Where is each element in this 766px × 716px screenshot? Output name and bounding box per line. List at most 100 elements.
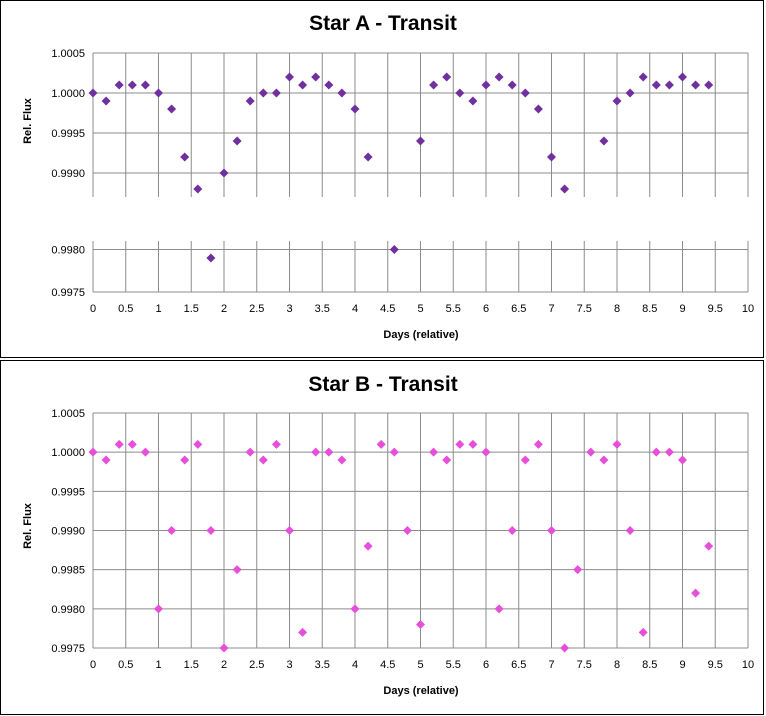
data-point	[612, 439, 622, 449]
x-tick-label: 2.5	[249, 659, 264, 671]
x-tick-label: 5.5	[446, 303, 461, 315]
y-tick-label: 1.0005	[51, 408, 85, 420]
data-point	[586, 447, 596, 457]
x-tick-label: 7	[548, 303, 554, 315]
x-tick-label: 9.5	[708, 303, 723, 315]
x-tick-label: 10	[742, 659, 754, 671]
data-point	[180, 152, 190, 162]
x-tick-label: 0.5	[118, 659, 133, 671]
data-point	[704, 541, 714, 551]
data-point	[298, 627, 308, 637]
data-point	[481, 447, 491, 457]
chart-panel-star-b: Star B - Transit 1.0005 1.0000 0.9995 0.9990…	[0, 360, 764, 715]
x-tick-label: 9	[679, 659, 685, 671]
data-point	[429, 447, 439, 457]
x-tick-label: 7.5	[577, 303, 592, 315]
x-tick-label: 5	[417, 303, 423, 315]
data-point	[193, 439, 203, 449]
data-point	[350, 604, 360, 614]
y-tick-label: 0.9975	[51, 287, 85, 299]
data-point	[599, 136, 609, 146]
data-point	[154, 88, 163, 98]
data-point	[442, 455, 452, 465]
data-point	[494, 72, 504, 82]
data-point	[664, 80, 674, 90]
x-tick-label: 6	[483, 659, 489, 671]
data-point	[285, 526, 294, 535]
data-point	[481, 80, 491, 90]
data-point	[193, 184, 203, 194]
data-point	[547, 152, 556, 162]
data-point	[219, 643, 229, 653]
data-point	[337, 455, 347, 465]
chart-star-a: Star A - Transit 1.0005 1.0000 0.9995 0.9990…	[22, 12, 754, 341]
y-tick-label: 0.9975	[51, 643, 85, 655]
data-point	[363, 541, 373, 551]
x-tick-label: 9.5	[708, 659, 723, 671]
x-tick-label: 2	[221, 659, 227, 671]
y-tick-label: 1.0000	[51, 88, 85, 100]
x-tick-label: 1.5	[184, 659, 199, 671]
x-tick-label: 8.5	[642, 659, 657, 671]
y-tick-label: 0.9990	[51, 526, 85, 538]
data-point	[206, 526, 216, 535]
data-point	[245, 96, 255, 106]
data-point	[258, 455, 268, 465]
data-point	[127, 80, 137, 90]
data-point	[363, 152, 373, 162]
y-tick-label: 0.9985	[51, 565, 85, 577]
y-tick-label: 0.9990	[51, 168, 85, 180]
data-point	[691, 80, 701, 90]
data-point	[533, 439, 543, 449]
data-point	[455, 88, 465, 98]
data-point	[389, 447, 399, 457]
data-point	[507, 80, 517, 90]
x-tick-label: 1.5	[184, 303, 199, 315]
data-point	[651, 80, 661, 90]
data-point	[547, 526, 556, 535]
data-point	[678, 72, 687, 82]
x-axis-label: Days (relative)	[383, 329, 459, 341]
data-point	[612, 96, 622, 106]
x-tick-label: 4.5	[380, 659, 395, 671]
x-tick-label: 3.5	[315, 303, 330, 315]
y-axis-label: Rel. Flux	[22, 97, 34, 144]
data-point	[101, 455, 111, 465]
data-point	[691, 588, 701, 598]
data-point	[298, 80, 308, 90]
data-point	[402, 526, 412, 535]
data-point	[468, 96, 478, 106]
y-tick-label: 0.9980	[51, 245, 85, 257]
data-point	[638, 72, 648, 82]
x-tick-label: 5	[417, 659, 423, 671]
x-axis-label: Days (relative)	[383, 685, 459, 697]
y-tick-label: 0.9995	[51, 486, 85, 498]
data-point	[324, 447, 334, 457]
data-point	[154, 604, 163, 614]
data-point	[88, 447, 98, 457]
x-tick-label: 3	[286, 659, 292, 671]
x-tick-label: 2	[221, 303, 227, 315]
x-tick-label: 5.5	[446, 659, 461, 671]
data-point	[206, 253, 216, 263]
chart-star-b: Star B - Transit 1.0005 1.0000 0.9995 0.9990…	[22, 373, 754, 697]
data-point	[678, 455, 687, 465]
data-point	[416, 136, 425, 146]
data-point	[625, 526, 635, 535]
data-point	[311, 447, 321, 457]
data-point	[232, 136, 242, 146]
data-point	[455, 439, 465, 449]
x-tick-label: 2.5	[249, 303, 264, 315]
data-point	[468, 439, 478, 449]
data-point	[219, 168, 229, 178]
y-tick-label: 1.0000	[51, 447, 85, 459]
y-tick-label: 0.9980	[51, 604, 85, 616]
x-tick-label: 4.5	[380, 303, 395, 315]
data-point	[167, 104, 177, 114]
data-point	[533, 104, 543, 114]
data-point	[389, 245, 399, 254]
x-tick-label: 4	[352, 303, 358, 315]
data-point	[127, 439, 137, 449]
data-point	[520, 88, 530, 98]
x-tick-label: 0	[90, 659, 96, 671]
